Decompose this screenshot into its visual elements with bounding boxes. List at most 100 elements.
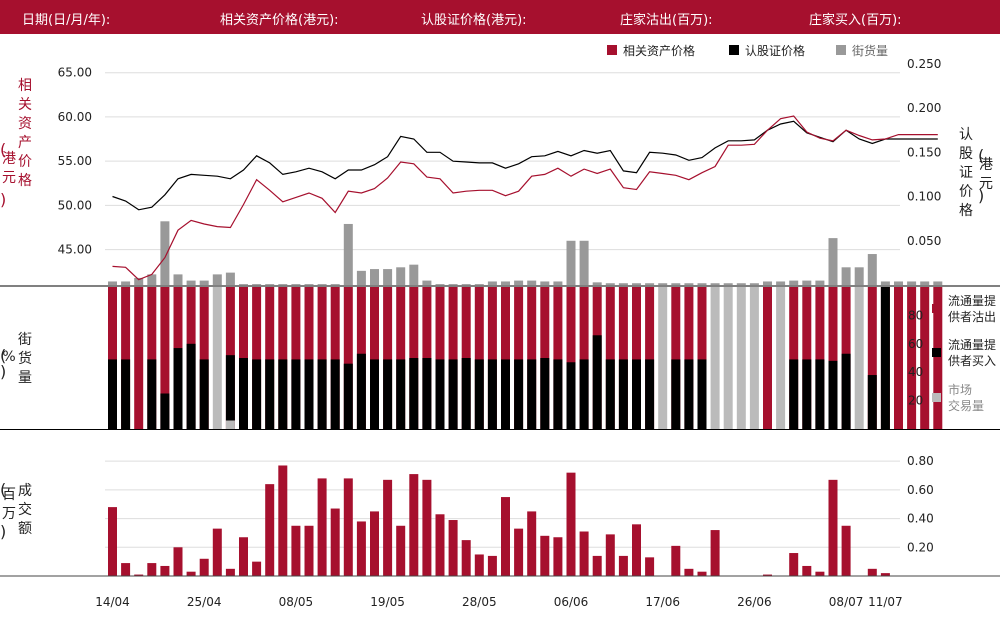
issuer-bought-bar bbox=[789, 359, 799, 429]
turnover-bar bbox=[265, 484, 275, 576]
x-tick-label: 25/04 bbox=[187, 595, 222, 609]
left-price-tick-label: 45.00 bbox=[58, 243, 92, 257]
issuer-sold-bar bbox=[317, 287, 327, 429]
outstanding-bar bbox=[618, 283, 628, 285]
turnover-bar bbox=[291, 525, 301, 576]
issuer-sold-bar bbox=[370, 287, 379, 429]
outstanding-bar bbox=[252, 284, 262, 285]
issuer-sold-bar bbox=[815, 287, 825, 429]
issuer-bought-bar bbox=[867, 375, 877, 429]
issuer-bought-bar bbox=[487, 359, 497, 429]
outstanding-bar bbox=[435, 284, 445, 285]
issuer-bought-bar bbox=[291, 359, 301, 429]
turnover-bar bbox=[134, 574, 144, 576]
turnover-bar bbox=[186, 571, 196, 576]
outstanding-bar bbox=[605, 283, 615, 285]
outstanding-bar bbox=[278, 284, 288, 285]
turnover-bar bbox=[527, 511, 537, 576]
x-tick-label: 26/06 bbox=[737, 595, 772, 609]
outstanding-bar bbox=[514, 280, 524, 285]
pct-legend-label: 流通量提 bbox=[948, 337, 996, 352]
left-price-axis-unit-close: ) bbox=[0, 190, 7, 209]
top-legend-label: 相关资产价格 bbox=[623, 43, 695, 58]
issuer-bought-bar bbox=[880, 287, 890, 429]
issuer-bought-bar bbox=[173, 348, 183, 429]
outstanding-bar bbox=[108, 281, 117, 285]
issuer-sold-bar bbox=[579, 287, 589, 429]
issuer-sold-bar bbox=[684, 287, 694, 429]
turnover-bar bbox=[396, 525, 406, 576]
turnover-bar bbox=[409, 474, 419, 576]
turnover-bar bbox=[579, 531, 589, 576]
turnover-bar bbox=[212, 528, 222, 576]
volume-tick-label: 0.80 bbox=[907, 454, 934, 468]
issuer-sold-bar bbox=[618, 287, 628, 429]
volume-tick-label: 0.20 bbox=[907, 540, 934, 554]
volume-axis-title: 成交额 bbox=[18, 483, 32, 537]
issuer-sold-bar bbox=[383, 287, 393, 429]
outstanding-bar bbox=[134, 277, 144, 285]
issuer-sold-bar bbox=[108, 287, 117, 429]
top-legend-swatch bbox=[836, 45, 846, 55]
turnover-bar bbox=[370, 511, 379, 576]
issuer-bought-bar bbox=[645, 359, 655, 429]
issuer-bought-bar bbox=[474, 359, 484, 429]
issuer-bought-bar bbox=[396, 359, 406, 429]
turnover-bar bbox=[108, 507, 117, 576]
turnover-bar bbox=[763, 574, 772, 576]
outstanding-bar bbox=[802, 280, 812, 285]
market-volume-bar bbox=[749, 287, 759, 429]
issuer-bought-bar bbox=[435, 359, 445, 429]
outstanding-bar bbox=[907, 281, 917, 285]
issuer-bought-bar bbox=[540, 358, 550, 429]
outstanding-bar bbox=[736, 283, 746, 285]
pct-tick-label: 60 bbox=[908, 337, 923, 351]
issuer-bought-bar bbox=[422, 358, 432, 429]
left-price-tick-label: 55.00 bbox=[58, 154, 92, 168]
underlying-price-label: 相关资产价格(港元): bbox=[220, 13, 339, 28]
issuer-bought-bar bbox=[448, 359, 458, 429]
x-tick-label: 17/06 bbox=[645, 595, 680, 609]
right-price-tick-label: 0.100 bbox=[907, 190, 941, 204]
pct-tick-label: 40 bbox=[908, 365, 923, 379]
turnover-bar bbox=[789, 553, 799, 576]
turnover-bar bbox=[618, 555, 628, 576]
issuer-sold-bar bbox=[121, 287, 131, 429]
outstanding-bar bbox=[343, 223, 353, 285]
volume-tick-label: 0.40 bbox=[907, 512, 934, 526]
turnover-bar bbox=[252, 561, 262, 576]
outstanding-bar bbox=[632, 283, 641, 285]
turnover-bar bbox=[671, 545, 681, 576]
outstanding-bar bbox=[658, 283, 668, 285]
warrant-price-line bbox=[112, 120, 938, 211]
issuer-sold-bar bbox=[291, 287, 301, 429]
turnover-bar bbox=[867, 568, 877, 576]
pct-legend-label: 供者买入 bbox=[948, 354, 996, 368]
outstanding-bar bbox=[566, 240, 576, 285]
volume-axis-unit: 百万 bbox=[2, 487, 16, 522]
outstanding-bar bbox=[697, 283, 707, 285]
pct-legend-label: 流通量提 bbox=[948, 293, 996, 308]
issuer-sold-bar bbox=[867, 287, 877, 429]
turnover-bar bbox=[160, 565, 170, 576]
turnover-bar bbox=[356, 521, 366, 576]
turnover-bar bbox=[592, 555, 602, 576]
issuer-bought-bar bbox=[553, 359, 563, 429]
market-volume-bar bbox=[854, 287, 864, 429]
outstanding-bar bbox=[265, 284, 275, 285]
outstanding-bar bbox=[370, 269, 379, 285]
pct-legend-label: 供者沽出 bbox=[948, 310, 996, 324]
issuer-sold-bar bbox=[278, 287, 288, 429]
volume-tick-label: 0.60 bbox=[907, 483, 934, 497]
outstanding-bar bbox=[776, 281, 786, 285]
issuer-bought-bar bbox=[147, 359, 157, 429]
turnover-bar bbox=[422, 479, 432, 576]
left-price-axis-unit: 港元 bbox=[2, 151, 16, 186]
right-price-axis-unit-open: ( bbox=[978, 146, 985, 165]
issuer-bought-bar bbox=[186, 343, 196, 429]
issuer-sold-bar bbox=[671, 287, 681, 429]
outstanding-bar bbox=[540, 281, 550, 285]
market-volume-bar bbox=[658, 287, 668, 429]
date-label: 日期(日/月/年): bbox=[22, 13, 111, 28]
turnover-bar bbox=[632, 524, 641, 576]
